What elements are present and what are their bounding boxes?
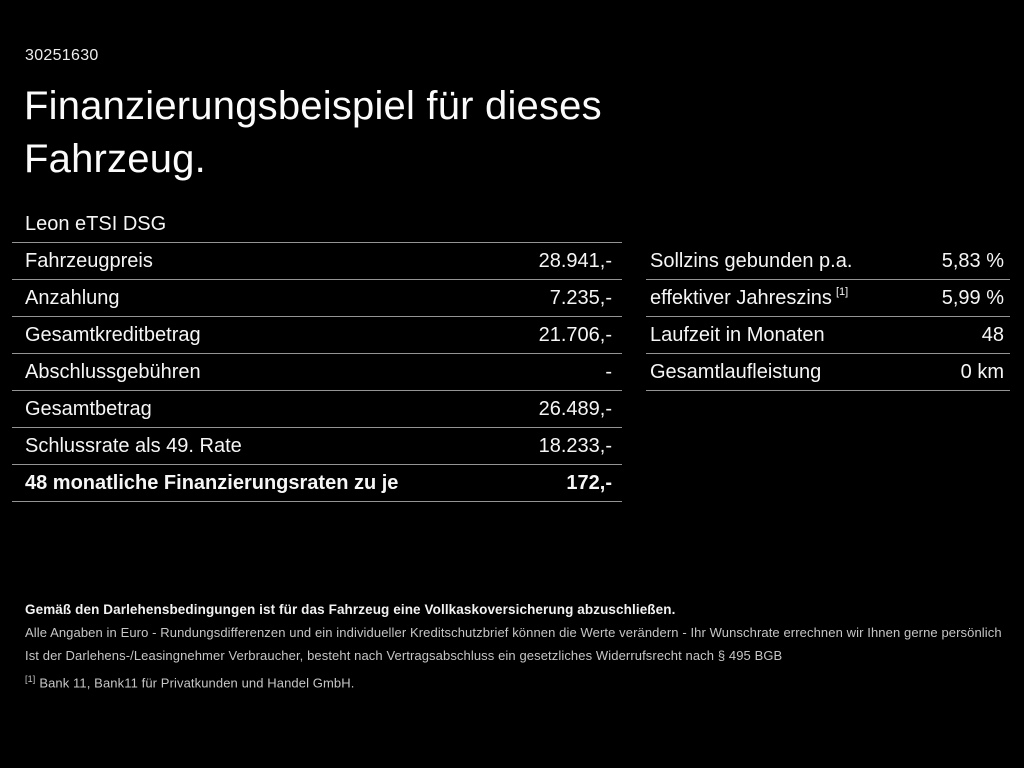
footnote: [1] Bank 11, Bank11 für Privatkunden und … xyxy=(25,671,1010,691)
vehicle-id: 30251630 xyxy=(25,47,99,64)
row-value: 7.235,- xyxy=(549,286,612,309)
disclaimer-line-2: Ist der Darlehens-/Leasingnehmer Verbrau… xyxy=(25,648,783,663)
row-label: 48 monatliche Finanzierungsraten zu je xyxy=(25,471,399,494)
row-value: 172,- xyxy=(566,471,612,494)
row-label: Fahrzeugpreis xyxy=(25,249,153,272)
vehicle-model-row: Leon eTSI DSG xyxy=(12,206,622,243)
row-value: 5,83 % xyxy=(941,249,1004,272)
row-label: Gesamtbetrag xyxy=(25,397,152,420)
table-row-gesamtkreditbetrag: Gesamtkreditbetrag 21.706,- xyxy=(12,317,622,354)
footnote-ref: [1] xyxy=(835,285,849,298)
table-row-abschlussgebuehren: Abschlussgebühren - xyxy=(12,354,622,391)
row-label: Laufzeit in Monaten xyxy=(650,323,825,346)
row-value: 28.941,- xyxy=(538,249,612,272)
footer-disclaimers: Gemäß den Darlehensbedingungen ist für d… xyxy=(25,602,1010,698)
row-value: 48 xyxy=(981,323,1004,346)
row-value: 26.489,- xyxy=(538,397,612,420)
disclaimer-line-1: Alle Angaben in Euro - Rundungsdifferenz… xyxy=(25,625,1002,640)
vehicle-model-label: Leon eTSI DSG xyxy=(25,212,167,235)
footnote-marker: [1] xyxy=(25,674,36,684)
row-label: Anzahlung xyxy=(25,286,120,309)
table-row-fahrzeugpreis: Fahrzeugpreis 28.941,- xyxy=(12,243,622,280)
row-label: Gesamtlaufleistung xyxy=(650,360,822,383)
page-title: Finanzierungsbeispiel für dieses Fahrzeu… xyxy=(24,84,602,181)
row-label: Abschlussgebühren xyxy=(25,360,201,383)
table-row-gesamtlaufleistung: Gesamtlaufleistung 0 km xyxy=(646,354,1010,391)
table-row-gesamtbetrag: Gesamtbetrag 26.489,- xyxy=(12,391,622,428)
footnote-text: Bank 11, Bank11 für Privatkunden und Han… xyxy=(39,675,355,691)
table-row-sollzins: Sollzins gebunden p.a. 5,83 % xyxy=(646,243,1010,280)
row-label: effektiver Jahreszins [1] xyxy=(650,285,849,310)
table-row-effektiver-jahreszins: effektiver Jahreszins [1] 5,99 % xyxy=(646,280,1010,317)
row-value: 18.233,- xyxy=(538,434,612,457)
finance-table-right: Sollzins gebunden p.a. 5,83 % effektiver… xyxy=(646,243,1010,391)
table-row-schlussrate: Schlussrate als 49. Rate 18.233,- xyxy=(12,428,622,465)
row-value: 21.706,- xyxy=(538,323,612,346)
row-label: Gesamtkreditbetrag xyxy=(25,323,201,346)
finance-table-left: Leon eTSI DSG Fahrzeugpreis 28.941,- Anz… xyxy=(12,206,622,502)
row-value: 5,99 % xyxy=(941,286,1004,309)
table-row-laufzeit: Laufzeit in Monaten 48 xyxy=(646,317,1010,354)
table-row-anzahlung: Anzahlung 7.235,- xyxy=(12,280,622,317)
table-row-monatsrate: 48 monatliche Finanzierungsraten zu je 1… xyxy=(12,465,622,502)
row-value: 0 km xyxy=(960,360,1004,383)
row-label: Sollzins gebunden p.a. xyxy=(650,249,853,272)
insurance-note: Gemäß den Darlehensbedingungen ist für d… xyxy=(25,602,676,617)
row-label: Schlussrate als 49. Rate xyxy=(25,434,242,457)
row-value: - xyxy=(605,360,612,383)
row-label-text: effektiver Jahreszins xyxy=(650,286,832,309)
